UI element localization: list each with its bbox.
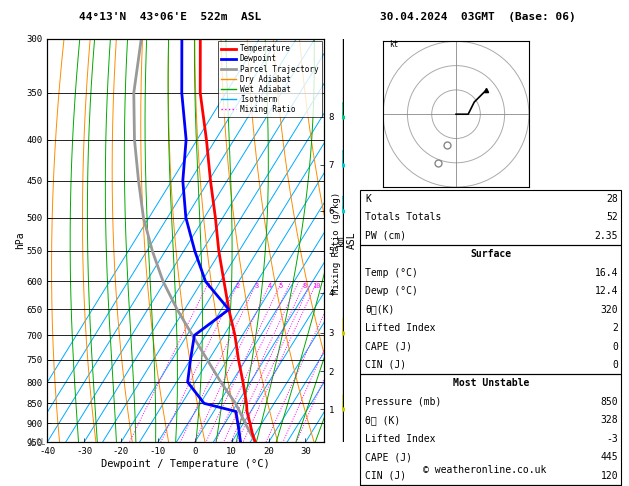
Text: Mixing Ratio (g/kg): Mixing Ratio (g/kg) <box>332 192 341 294</box>
Text: 44°13'N  43°06'E  522m  ASL: 44°13'N 43°06'E 522m ASL <box>79 12 261 22</box>
Text: 120: 120 <box>601 471 618 481</box>
Text: Temp (°C): Temp (°C) <box>365 268 418 278</box>
Text: 28: 28 <box>606 194 618 204</box>
Text: PW (cm): PW (cm) <box>365 231 406 241</box>
Y-axis label: hPa: hPa <box>15 232 25 249</box>
Legend: Temperature, Dewpoint, Parcel Trajectory, Dry Adiabat, Wet Adiabat, Isotherm, Mi: Temperature, Dewpoint, Parcel Trajectory… <box>218 41 321 117</box>
Text: © weatheronline.co.uk: © weatheronline.co.uk <box>423 465 546 475</box>
Text: 16.4: 16.4 <box>595 268 618 278</box>
Text: 2: 2 <box>236 283 240 289</box>
Text: θᴇ(K): θᴇ(K) <box>365 305 395 314</box>
Text: Totals Totals: Totals Totals <box>365 212 442 222</box>
Text: CIN (J): CIN (J) <box>365 360 406 370</box>
Text: kt: kt <box>389 40 398 50</box>
Text: Pressure (mb): Pressure (mb) <box>365 397 442 407</box>
Text: 3: 3 <box>254 283 259 289</box>
Y-axis label: km
ASL: km ASL <box>335 232 357 249</box>
Text: 10: 10 <box>312 283 321 289</box>
Text: 12.4: 12.4 <box>595 286 618 296</box>
Text: Lifted Index: Lifted Index <box>365 434 436 444</box>
Text: 1: 1 <box>206 283 210 289</box>
Text: Most Unstable: Most Unstable <box>453 379 529 388</box>
Text: 5: 5 <box>279 283 283 289</box>
Text: 1LCL: 1LCL <box>27 438 45 447</box>
Text: 2.35: 2.35 <box>595 231 618 241</box>
Text: -3: -3 <box>606 434 618 444</box>
Text: CIN (J): CIN (J) <box>365 471 406 481</box>
Text: 52: 52 <box>606 212 618 222</box>
Text: θᴇ (K): θᴇ (K) <box>365 416 401 425</box>
Text: 0: 0 <box>613 342 618 351</box>
Text: CAPE (J): CAPE (J) <box>365 452 413 462</box>
Text: Lifted Index: Lifted Index <box>365 323 436 333</box>
Text: K: K <box>365 194 371 204</box>
Text: Surface: Surface <box>470 249 511 259</box>
Text: Dewp (°C): Dewp (°C) <box>365 286 418 296</box>
Text: 4: 4 <box>268 283 272 289</box>
Text: 320: 320 <box>601 305 618 314</box>
Text: 30.04.2024  03GMT  (Base: 06): 30.04.2024 03GMT (Base: 06) <box>380 12 576 22</box>
Text: 2: 2 <box>613 323 618 333</box>
X-axis label: Dewpoint / Temperature (°C): Dewpoint / Temperature (°C) <box>101 459 270 469</box>
Text: 445: 445 <box>601 452 618 462</box>
Text: 0: 0 <box>613 360 618 370</box>
Text: 850: 850 <box>601 397 618 407</box>
Text: 328: 328 <box>601 416 618 425</box>
Text: 8: 8 <box>303 283 307 289</box>
Text: CAPE (J): CAPE (J) <box>365 342 413 351</box>
